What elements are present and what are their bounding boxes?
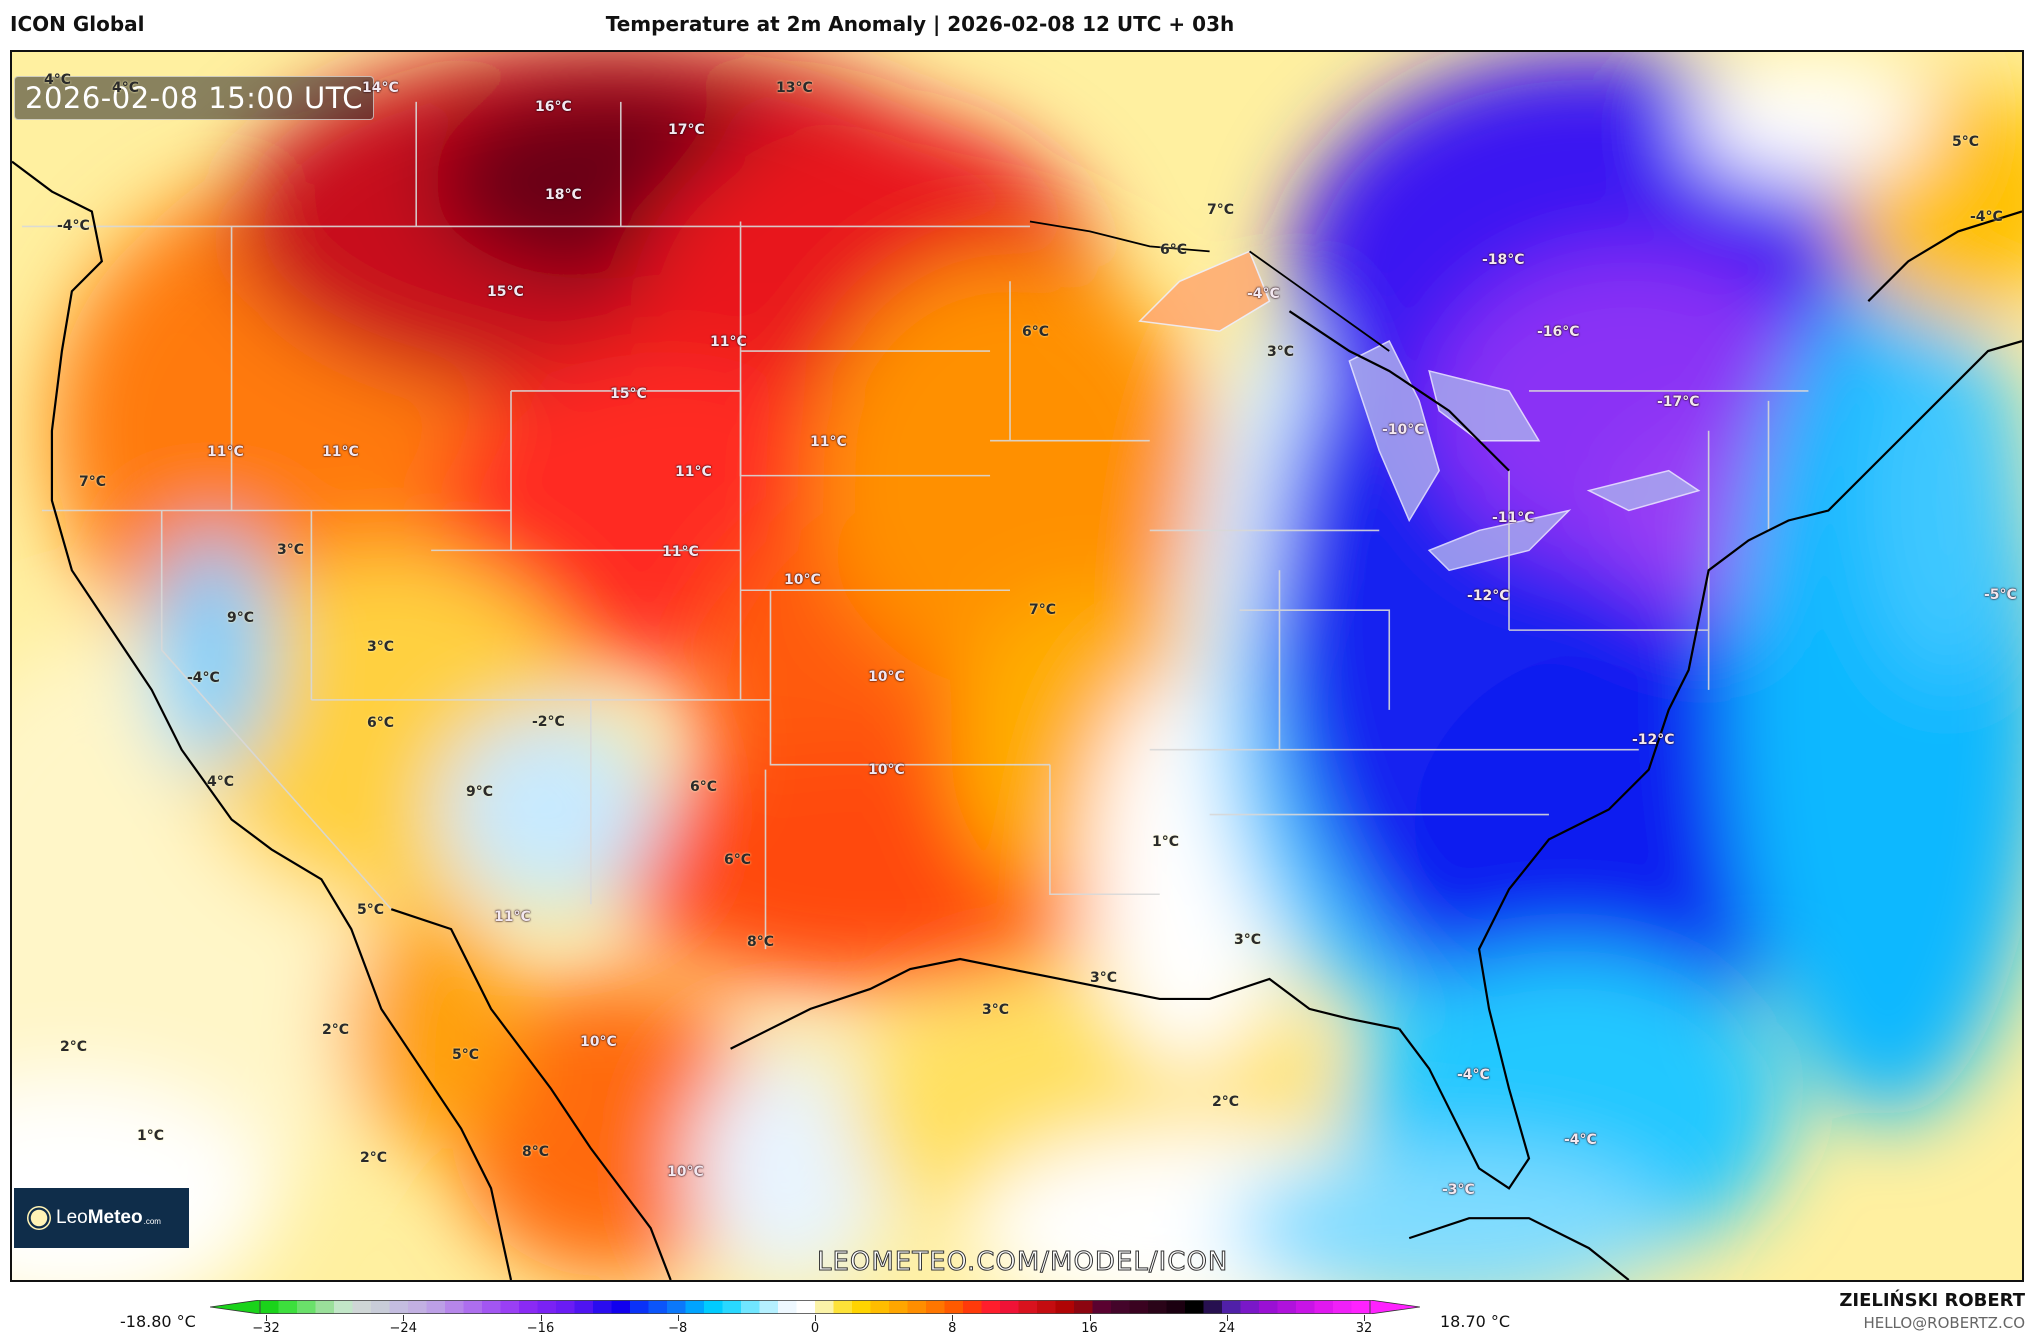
colorbar-tick-label: 32 <box>1355 1321 1373 1336</box>
temperature-label: -4°C <box>1564 1132 1597 1148</box>
temperature-label: 3°C <box>1267 344 1295 360</box>
temperature-label: -18°C <box>1482 252 1525 268</box>
temperature-label: 3°C <box>1090 970 1118 986</box>
author-name: ZIELIŃSKI ROBERT <box>1839 1290 2025 1311</box>
temperature-label: 5°C <box>452 1047 480 1063</box>
temperature-label: 4°C <box>112 80 140 96</box>
temperature-label: 10°C <box>868 669 905 685</box>
temperature-label: -4°C <box>1457 1067 1490 1083</box>
valid-time-badge: 2026-02-08 15:00 UTC <box>14 76 375 120</box>
temperature-label: 11°C <box>494 909 531 925</box>
temperature-label: -12°C <box>1467 588 1510 604</box>
logo-text-meteo: Meteo <box>87 1207 143 1228</box>
temperature-label: 5°C <box>357 902 385 918</box>
temperature-label: 7°C <box>79 474 107 490</box>
temperature-label: -16°C <box>1537 324 1580 340</box>
temperature-label: 2°C <box>360 1150 388 1166</box>
temperature-label: 11°C <box>675 464 712 480</box>
colorbar-tick <box>677 1315 679 1321</box>
temperature-label: 17°C <box>668 122 705 138</box>
temperature-label: 10°C <box>580 1034 617 1050</box>
temperature-label: 2°C <box>60 1039 88 1055</box>
temperature-label: 18°C <box>545 187 582 203</box>
colorbar-tick <box>1089 1315 1091 1321</box>
chart-title: Temperature at 2m Anomaly | 2026-02-08 1… <box>605 12 1235 36</box>
temperature-label: -2°C <box>532 714 565 730</box>
temperature-label: 6°C <box>367 715 395 731</box>
temperature-label: 11°C <box>662 544 699 560</box>
temperature-label: 15°C <box>610 386 647 402</box>
model-name: ICON Global <box>10 12 145 36</box>
temperature-label: -17°C <box>1657 394 1700 410</box>
colorbar-tick <box>540 1315 542 1321</box>
temperature-label: 3°C <box>367 639 395 655</box>
temperature-label: 7°C <box>1029 602 1057 618</box>
temperature-label: 6°C <box>724 852 752 868</box>
colorbar-tick-label: −32 <box>252 1321 280 1336</box>
leometeo-logo[interactable]: Leo Meteo .com <box>14 1188 189 1248</box>
temperature-label: 10°C <box>868 762 905 778</box>
temperature-label: 10°C <box>784 572 821 588</box>
temperature-label: -12°C <box>1632 732 1675 748</box>
temperature-label: -3°C <box>1442 1182 1475 1198</box>
temperature-anomaly-field <box>12 52 2022 1280</box>
sun-icon <box>30 1209 48 1227</box>
temperature-label: 6°C <box>1022 324 1050 340</box>
temperature-label: 13°C <box>776 80 813 96</box>
temperature-label: 4°C <box>207 774 235 790</box>
temperature-label: 8°C <box>522 1144 550 1160</box>
temperature-label: 7°C <box>1207 202 1235 218</box>
colorbar-tick <box>1226 1315 1228 1321</box>
logo-text-com: .com <box>143 1216 161 1226</box>
temperature-label: 3°C <box>982 1002 1010 1018</box>
temperature-label: 9°C <box>227 610 255 626</box>
watermark-url: LEOMETEO.COM/MODEL/ICON <box>816 1247 1229 1278</box>
temperature-label: -4°C <box>1970 209 2003 225</box>
colorbar-max-label: 18.70 °C <box>1440 1312 1511 1331</box>
colorbar-min-label: -18.80 °C <box>120 1312 196 1331</box>
temperature-label: 11°C <box>207 444 244 460</box>
temperature-label: 4°C <box>44 72 72 88</box>
temperature-label: 11°C <box>810 434 847 450</box>
colorbar-tick <box>403 1315 405 1321</box>
temperature-label: 11°C <box>322 444 359 460</box>
colorbar-tick-label: −8 <box>668 1321 688 1336</box>
temperature-label: 11°C <box>710 334 747 350</box>
colorbar-tick <box>815 1315 816 1321</box>
temperature-label: 14°C <box>362 80 399 96</box>
temperature-label: 15°C <box>487 284 524 300</box>
colorbar-tick-label: 24 <box>1218 1321 1236 1336</box>
colorbar <box>210 1300 1420 1314</box>
temperature-label: 2°C <box>322 1022 350 1038</box>
logo-text-leo: Leo <box>56 1207 88 1228</box>
colorbar-tick-label: −16 <box>526 1321 555 1336</box>
temperature-label: -4°C <box>1247 286 1280 302</box>
map-view[interactable]: 2026-02-08 15:00 UTC 4°C 4°C 14°C 16°C 17°C 1… <box>10 50 2024 1282</box>
temperature-label: 2°C <box>1212 1094 1240 1110</box>
temperature-label: 5°C <box>1952 134 1980 150</box>
colorbar-tick <box>1364 1315 1365 1321</box>
temperature-label: 3°C <box>277 542 305 558</box>
colorbar-tick <box>952 1315 954 1321</box>
temperature-label: -11°C <box>1492 510 1535 526</box>
colorbar-tick-label: 0 <box>810 1321 820 1336</box>
temperature-label: 1°C <box>137 1128 165 1144</box>
temperature-label: -4°C <box>187 670 220 686</box>
temperature-label: 1°C <box>1152 834 1180 850</box>
temperature-label: -5°C <box>1984 587 2017 603</box>
colorbar-tick-label: 16 <box>1081 1321 1098 1336</box>
temperature-label: 10°C <box>667 1164 704 1180</box>
temperature-label: 16°C <box>535 99 572 115</box>
temperature-label: 6°C <box>1160 242 1188 258</box>
temperature-label: -10°C <box>1382 422 1425 438</box>
temperature-label: 3°C <box>1234 932 1262 948</box>
temperature-label: -4°C <box>57 218 90 234</box>
colorbar-tick-label: 8 <box>948 1321 957 1336</box>
temperature-label: 8°C <box>747 934 775 950</box>
colorbar-tick-label: −24 <box>389 1321 417 1336</box>
temperature-label: 6°C <box>690 779 718 795</box>
colorbar-tick <box>266 1315 267 1321</box>
temperature-label: 9°C <box>466 784 494 800</box>
author-email[interactable]: HELLO@ROBERTZ.CO <box>1863 1314 2025 1332</box>
